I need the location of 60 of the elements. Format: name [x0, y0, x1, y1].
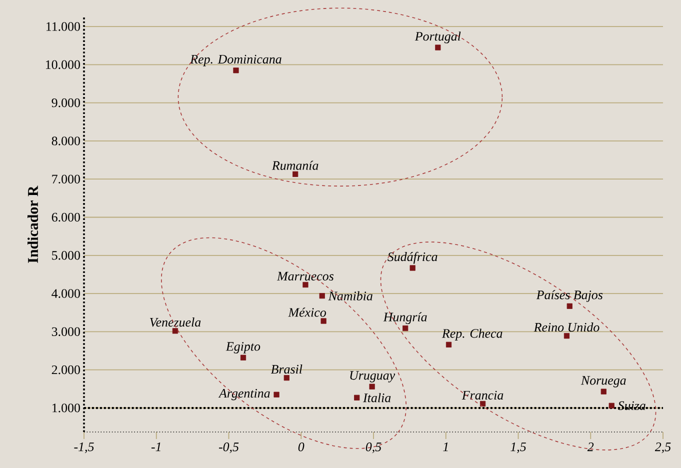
point	[320, 318, 326, 324]
annotation: Namibia	[328, 291, 372, 300]
y-tick-label: 5.000	[52, 251, 80, 260]
point	[564, 333, 570, 339]
annotation: Italia	[363, 393, 391, 402]
point	[292, 171, 298, 177]
point	[354, 394, 360, 400]
x-tick-label: 0,5	[366, 442, 382, 454]
x-tick-label: 2	[587, 442, 594, 452]
annotation: Rep. Dominicana	[190, 54, 282, 66]
point	[566, 303, 572, 309]
annotation: Rumanía	[272, 160, 318, 170]
point	[302, 282, 308, 288]
y-tick-label: 7.000	[52, 174, 80, 184]
point	[319, 293, 325, 299]
y-tick-label: 2.000	[52, 365, 80, 374]
y-tick-label: 11.000	[46, 22, 80, 31]
x-tick-label: 1	[443, 442, 448, 452]
annotation: Reino Unido	[534, 322, 600, 332]
annotation: Brasil	[270, 364, 302, 374]
point	[369, 384, 375, 390]
point	[410, 265, 416, 271]
annotation: Países Bajos	[536, 290, 603, 302]
y-tick-label: 3.000	[52, 327, 80, 336]
annotation: Hungría	[383, 312, 427, 324]
annotation: Noruega	[580, 376, 626, 388]
x-tick-label: -1,5	[74, 442, 94, 454]
x-tick-label: -1	[151, 442, 160, 452]
annotation: Francia	[462, 390, 504, 400]
point	[284, 375, 290, 381]
annotation: Portugal	[414, 32, 461, 44]
point	[446, 342, 452, 348]
x-tick-label: 0	[298, 442, 304, 452]
x-tick-label: 2,5	[654, 442, 671, 454]
point	[233, 68, 239, 74]
annotation: Rep. Checa	[442, 328, 502, 340]
annotation: Venezuela	[150, 318, 201, 327]
x-tick-label: 1,5	[510, 442, 526, 454]
annotation: Egipto	[226, 342, 260, 354]
point	[240, 354, 246, 360]
point	[480, 400, 486, 407]
annotation: Uruguay	[350, 371, 396, 382]
annotation: Marruecos	[276, 272, 334, 281]
y-tick-label: 9.000	[52, 98, 80, 108]
y-tick-label: 10.000	[46, 60, 80, 70]
point	[435, 44, 441, 50]
x-tick-label: -0,5	[218, 442, 239, 454]
y-tick-label: 8.000	[52, 136, 80, 146]
annotation: México	[288, 308, 326, 317]
y-axis-title: Indicador R	[28, 186, 38, 263]
y-tick-label: 4.000	[52, 289, 80, 298]
point	[402, 325, 408, 332]
y-tick-label: 6.000	[52, 212, 80, 222]
point	[274, 392, 280, 398]
point	[608, 402, 614, 408]
point	[600, 388, 606, 394]
y-tick-label: 1.000	[52, 404, 80, 412]
point	[172, 328, 178, 334]
annotation: Argentina	[218, 388, 270, 400]
annotation: Sudáfrica	[388, 252, 438, 264]
